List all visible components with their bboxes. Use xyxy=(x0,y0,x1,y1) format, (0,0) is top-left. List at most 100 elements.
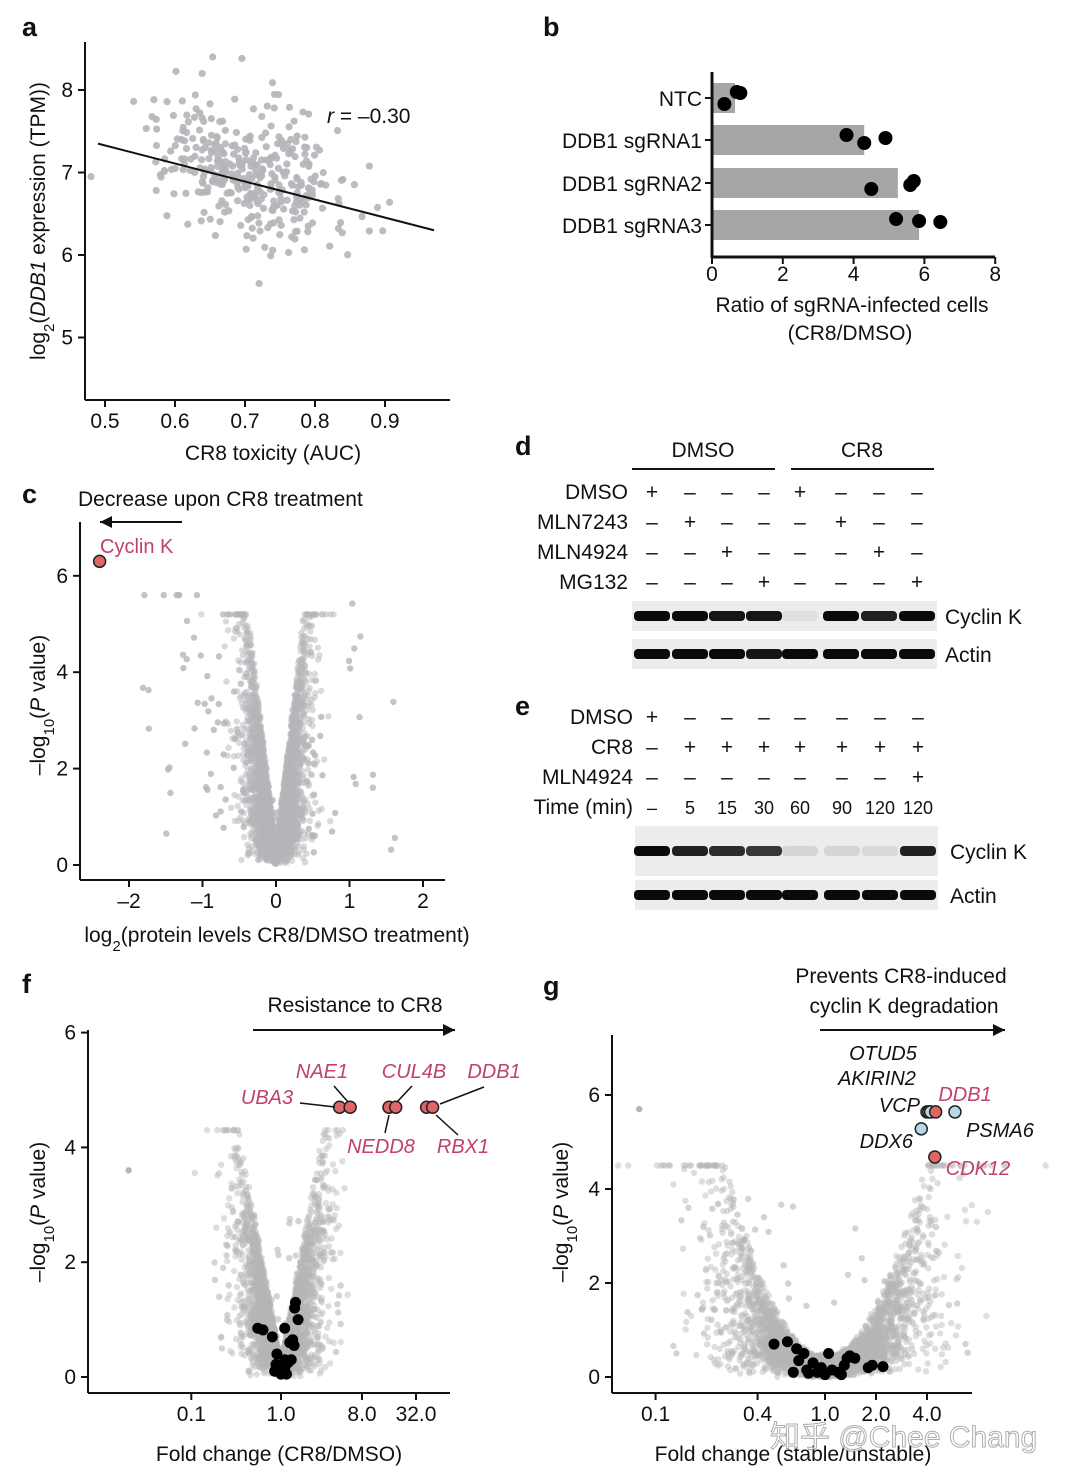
scatter-point xyxy=(200,208,208,216)
panel-e-condition-value: + xyxy=(646,706,658,729)
scatter-point xyxy=(332,809,339,817)
scatter-point xyxy=(304,228,312,236)
y-axis-label-part: 2 xyxy=(41,324,58,332)
panel-d-condition-value: – xyxy=(794,571,806,594)
panel-d-condition-label: MG132 xyxy=(559,571,628,594)
panel-e-condition-value: – xyxy=(758,706,770,729)
scatter-point xyxy=(304,222,312,230)
scatter-point xyxy=(350,773,357,781)
scatter-point xyxy=(298,668,306,675)
scatter-point xyxy=(304,766,312,773)
scatter-point xyxy=(227,170,235,178)
scatter-point xyxy=(213,157,222,165)
scatter-point xyxy=(276,231,284,239)
scatter-point xyxy=(244,748,252,755)
scatter-point xyxy=(288,757,295,765)
panel-e-condition-value: + xyxy=(836,736,848,759)
scatter-point xyxy=(264,224,272,232)
scatter-point xyxy=(297,181,305,189)
scatter-point xyxy=(318,713,325,721)
scatter-point xyxy=(308,736,316,743)
scatter-point xyxy=(319,169,327,177)
scatter-point xyxy=(385,198,394,206)
scatter-point xyxy=(303,620,310,627)
panel-d-band xyxy=(672,649,708,659)
scatter-point xyxy=(214,1127,221,1134)
panel-letter: g xyxy=(543,971,560,1001)
scatter-point xyxy=(325,713,332,720)
panel-e-band xyxy=(746,846,782,856)
panel-e-condition-value: – xyxy=(646,766,658,789)
scatter-point xyxy=(292,137,300,146)
scatter-point xyxy=(318,805,325,812)
scatter-point xyxy=(330,611,337,618)
panel-d-band xyxy=(672,611,708,621)
panel-e-band xyxy=(782,846,818,856)
panel-d-band xyxy=(861,649,897,659)
panel-c-ytick-label: 4 xyxy=(56,661,68,684)
scatter-point xyxy=(233,718,240,725)
panel-d-condition-value: – xyxy=(684,541,696,564)
scatter-point xyxy=(299,736,306,743)
panel-e-condition-value: – xyxy=(721,706,733,729)
scatter-point xyxy=(280,807,287,814)
scatter-point xyxy=(300,208,308,216)
scatter-point xyxy=(300,143,309,151)
scatter-point xyxy=(227,804,235,812)
scatter-point xyxy=(191,91,199,99)
panel-c-ytick-label: 6 xyxy=(56,565,68,588)
scatter-point xyxy=(266,797,273,805)
panel-d-condition-value: + xyxy=(873,541,885,564)
scatter-point xyxy=(297,714,304,722)
scatter-point xyxy=(240,144,249,153)
scatter-point xyxy=(279,817,287,824)
scatter-point xyxy=(238,54,246,63)
scatter-point xyxy=(256,787,264,794)
scatter-point xyxy=(239,721,247,729)
scatter-point xyxy=(248,224,256,232)
scatter-point xyxy=(171,141,179,150)
scatter-point xyxy=(206,100,214,108)
panel-e-condition-value: – xyxy=(684,766,696,789)
scatter-point xyxy=(216,218,224,226)
replicate-dot xyxy=(912,214,927,228)
panel-d-condition-label: DMSO xyxy=(565,481,628,504)
panel-e-band xyxy=(709,846,745,856)
scatter-point xyxy=(258,828,265,835)
scatter-point xyxy=(152,158,160,166)
scatter-point xyxy=(170,190,178,198)
scatter-point xyxy=(247,650,255,658)
scatter-point xyxy=(230,753,238,760)
scatter-point xyxy=(192,143,200,152)
panel-d-band xyxy=(823,611,859,621)
panel-d-condition-value: – xyxy=(794,541,806,564)
bar xyxy=(712,210,920,240)
x-axis-label-part: (protein levels CR8/DMSO treatment) xyxy=(121,924,470,947)
scatter-point xyxy=(239,157,247,166)
panel-e-condition-value: 120 xyxy=(865,798,895,818)
panel-d-condition-value: – xyxy=(758,481,770,504)
scatter-point xyxy=(299,108,307,116)
scatter-point xyxy=(287,180,296,188)
scatter-point xyxy=(247,785,254,793)
scatter-point xyxy=(244,841,251,848)
scatter-point xyxy=(206,215,214,223)
scatter-point xyxy=(261,243,269,251)
scatter-point xyxy=(288,852,295,859)
panel-a-xtick-label: 0.8 xyxy=(300,410,329,433)
panel-e-condition-label: Time (min) xyxy=(533,796,633,819)
panel-e-condition-value: – xyxy=(646,736,658,759)
panel-e-condition-label: CR8 xyxy=(591,736,633,759)
scatter-point xyxy=(254,212,262,220)
scatter-point xyxy=(173,135,181,143)
scatter-point xyxy=(191,725,198,732)
scatter-point xyxy=(230,635,238,642)
panel-e-band xyxy=(824,890,860,900)
scatter-point xyxy=(308,771,315,779)
scatter-point xyxy=(308,716,316,724)
scatter-point xyxy=(310,151,319,159)
scatter-point xyxy=(305,611,312,618)
scatter-point xyxy=(172,67,180,75)
scatter-point xyxy=(208,695,215,702)
scatter-point xyxy=(275,181,283,189)
